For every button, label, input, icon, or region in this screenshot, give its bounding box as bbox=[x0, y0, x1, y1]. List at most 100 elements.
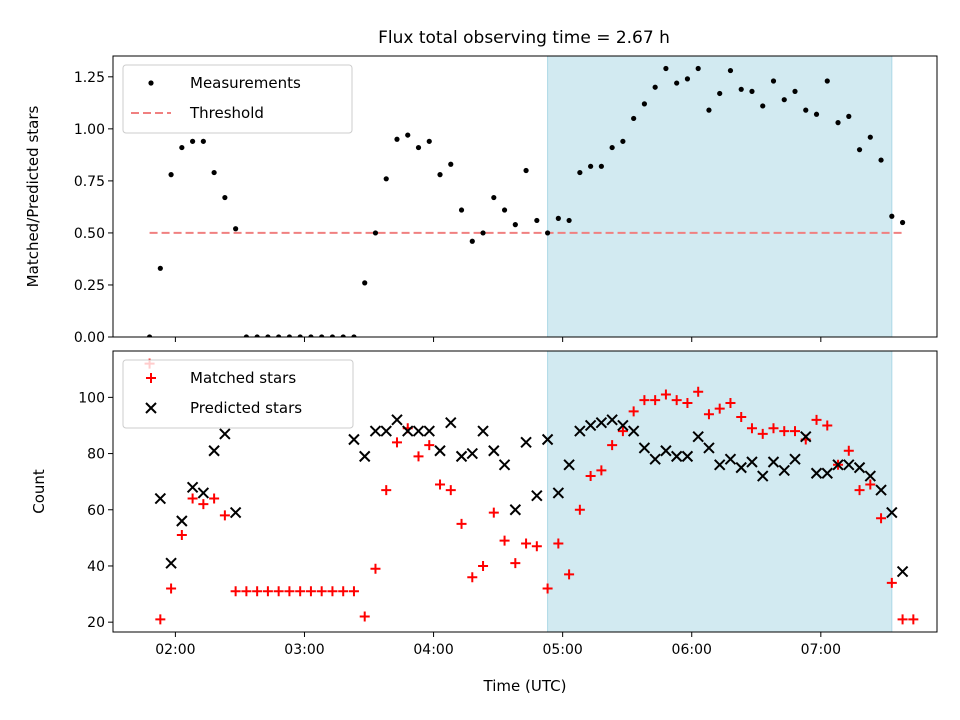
measurement-point bbox=[254, 334, 260, 337]
predicted-star-point bbox=[165, 557, 177, 569]
x-tick-label: 05:00 bbox=[542, 642, 582, 658]
matched-star-point bbox=[531, 541, 542, 552]
y-tick-label: 80 bbox=[87, 447, 105, 463]
measurement-point bbox=[781, 97, 787, 103]
predicted-star-point bbox=[552, 487, 565, 499]
matched-star-point bbox=[703, 409, 714, 420]
measurement-point bbox=[265, 334, 271, 337]
measurement-point bbox=[394, 136, 400, 142]
matched-star-point bbox=[736, 412, 747, 423]
predicted-star-point bbox=[369, 425, 382, 437]
matched-star-point bbox=[886, 577, 897, 588]
legend: Measurements Threshold bbox=[122, 64, 353, 134]
predicted-star-point bbox=[380, 425, 392, 437]
predicted-star-point bbox=[498, 459, 511, 471]
measurement-point bbox=[555, 215, 561, 221]
measurement-point bbox=[738, 86, 744, 92]
axes-frame bbox=[112, 350, 938, 633]
legend-dot-icon bbox=[148, 80, 154, 86]
predicted-star-point bbox=[466, 447, 478, 460]
matched-star-point bbox=[574, 504, 585, 515]
matched-star-point bbox=[607, 440, 618, 451]
measurement-point bbox=[222, 194, 228, 201]
matched-star-point bbox=[219, 510, 230, 521]
y-axis-label: Count bbox=[30, 469, 48, 514]
measurement-point bbox=[717, 90, 723, 97]
measurement-point bbox=[243, 334, 249, 337]
matched-star-point bbox=[822, 420, 833, 431]
predicted-star-point bbox=[627, 425, 640, 437]
matched-star-point bbox=[639, 395, 650, 406]
predicted-star-point bbox=[509, 504, 522, 516]
measurement-point bbox=[157, 265, 163, 271]
predicted-star-point bbox=[660, 445, 672, 457]
predicted-star-point bbox=[520, 436, 532, 449]
measurement-point bbox=[480, 230, 486, 236]
predicted-star-point bbox=[477, 425, 489, 437]
matched-star-point bbox=[876, 513, 887, 524]
measurement-point bbox=[179, 144, 185, 151]
matched-star-point bbox=[413, 451, 424, 462]
matched-star-point bbox=[435, 479, 446, 490]
matched-star-point bbox=[897, 614, 908, 625]
predicted-star-point bbox=[455, 450, 468, 463]
matched-star-point bbox=[230, 586, 241, 597]
measurement-point bbox=[652, 84, 658, 90]
matched-star-point bbox=[284, 586, 295, 597]
predicted-star-point bbox=[445, 416, 457, 429]
legend-label: Measurements bbox=[190, 74, 301, 92]
matched-star-point bbox=[166, 583, 177, 594]
predicted-star-point bbox=[767, 456, 780, 468]
predicted-star-point bbox=[735, 461, 747, 474]
measurement-point bbox=[867, 134, 873, 140]
matched-star-point bbox=[424, 440, 435, 451]
matched-star-point bbox=[359, 611, 370, 622]
matched-star-point bbox=[316, 586, 327, 597]
measurement-point bbox=[211, 169, 217, 176]
predicted-star-point bbox=[843, 459, 855, 471]
observing-window-shade bbox=[547, 351, 893, 632]
matched-star-point bbox=[671, 395, 682, 406]
measurement-point bbox=[620, 138, 626, 144]
predicted-star-point bbox=[219, 428, 231, 440]
matched-star-point bbox=[617, 426, 628, 437]
measurement-point bbox=[846, 113, 852, 119]
measurement-point bbox=[577, 169, 583, 176]
matched-star-point bbox=[865, 479, 876, 490]
x-axis-label: Time (UTC) bbox=[483, 677, 567, 695]
measurement-point bbox=[803, 107, 809, 113]
measurement-point bbox=[512, 222, 518, 228]
measurement-point bbox=[534, 217, 540, 224]
legend-x-icon bbox=[145, 402, 157, 414]
matched-star-point bbox=[843, 445, 854, 456]
matched-star-point bbox=[176, 530, 187, 541]
x-tick-label: 06:00 bbox=[672, 642, 712, 658]
predicted-star-point bbox=[229, 506, 242, 519]
measurement-point bbox=[168, 172, 174, 178]
legend-label: Matched stars bbox=[190, 369, 296, 387]
predicted-star-point bbox=[176, 515, 188, 527]
matched-star-point bbox=[553, 538, 564, 549]
matched-star-point bbox=[155, 614, 166, 625]
legend-box bbox=[122, 64, 353, 134]
matched-star-point bbox=[854, 485, 865, 496]
measurement-point bbox=[286, 334, 293, 337]
legend-label: Threshold bbox=[189, 104, 264, 122]
matched-star-point bbox=[209, 493, 220, 504]
measurement-point bbox=[146, 334, 153, 337]
matched-star-point bbox=[241, 586, 252, 597]
predicted-star-point bbox=[670, 450, 683, 463]
measurement-point bbox=[706, 107, 712, 113]
measurement-point bbox=[684, 76, 691, 82]
matched-star-point bbox=[660, 389, 671, 400]
matched-star-point bbox=[338, 586, 349, 597]
matched-star-point bbox=[908, 614, 919, 625]
matched-star-point bbox=[564, 569, 575, 580]
measurement-point bbox=[631, 115, 637, 122]
measurement-point bbox=[190, 138, 196, 144]
predicted-star-point bbox=[584, 419, 597, 432]
matched-star-point bbox=[542, 583, 553, 594]
measurement-point bbox=[469, 238, 475, 244]
matched-star-point bbox=[488, 507, 499, 518]
predicted-star-point bbox=[778, 464, 790, 477]
